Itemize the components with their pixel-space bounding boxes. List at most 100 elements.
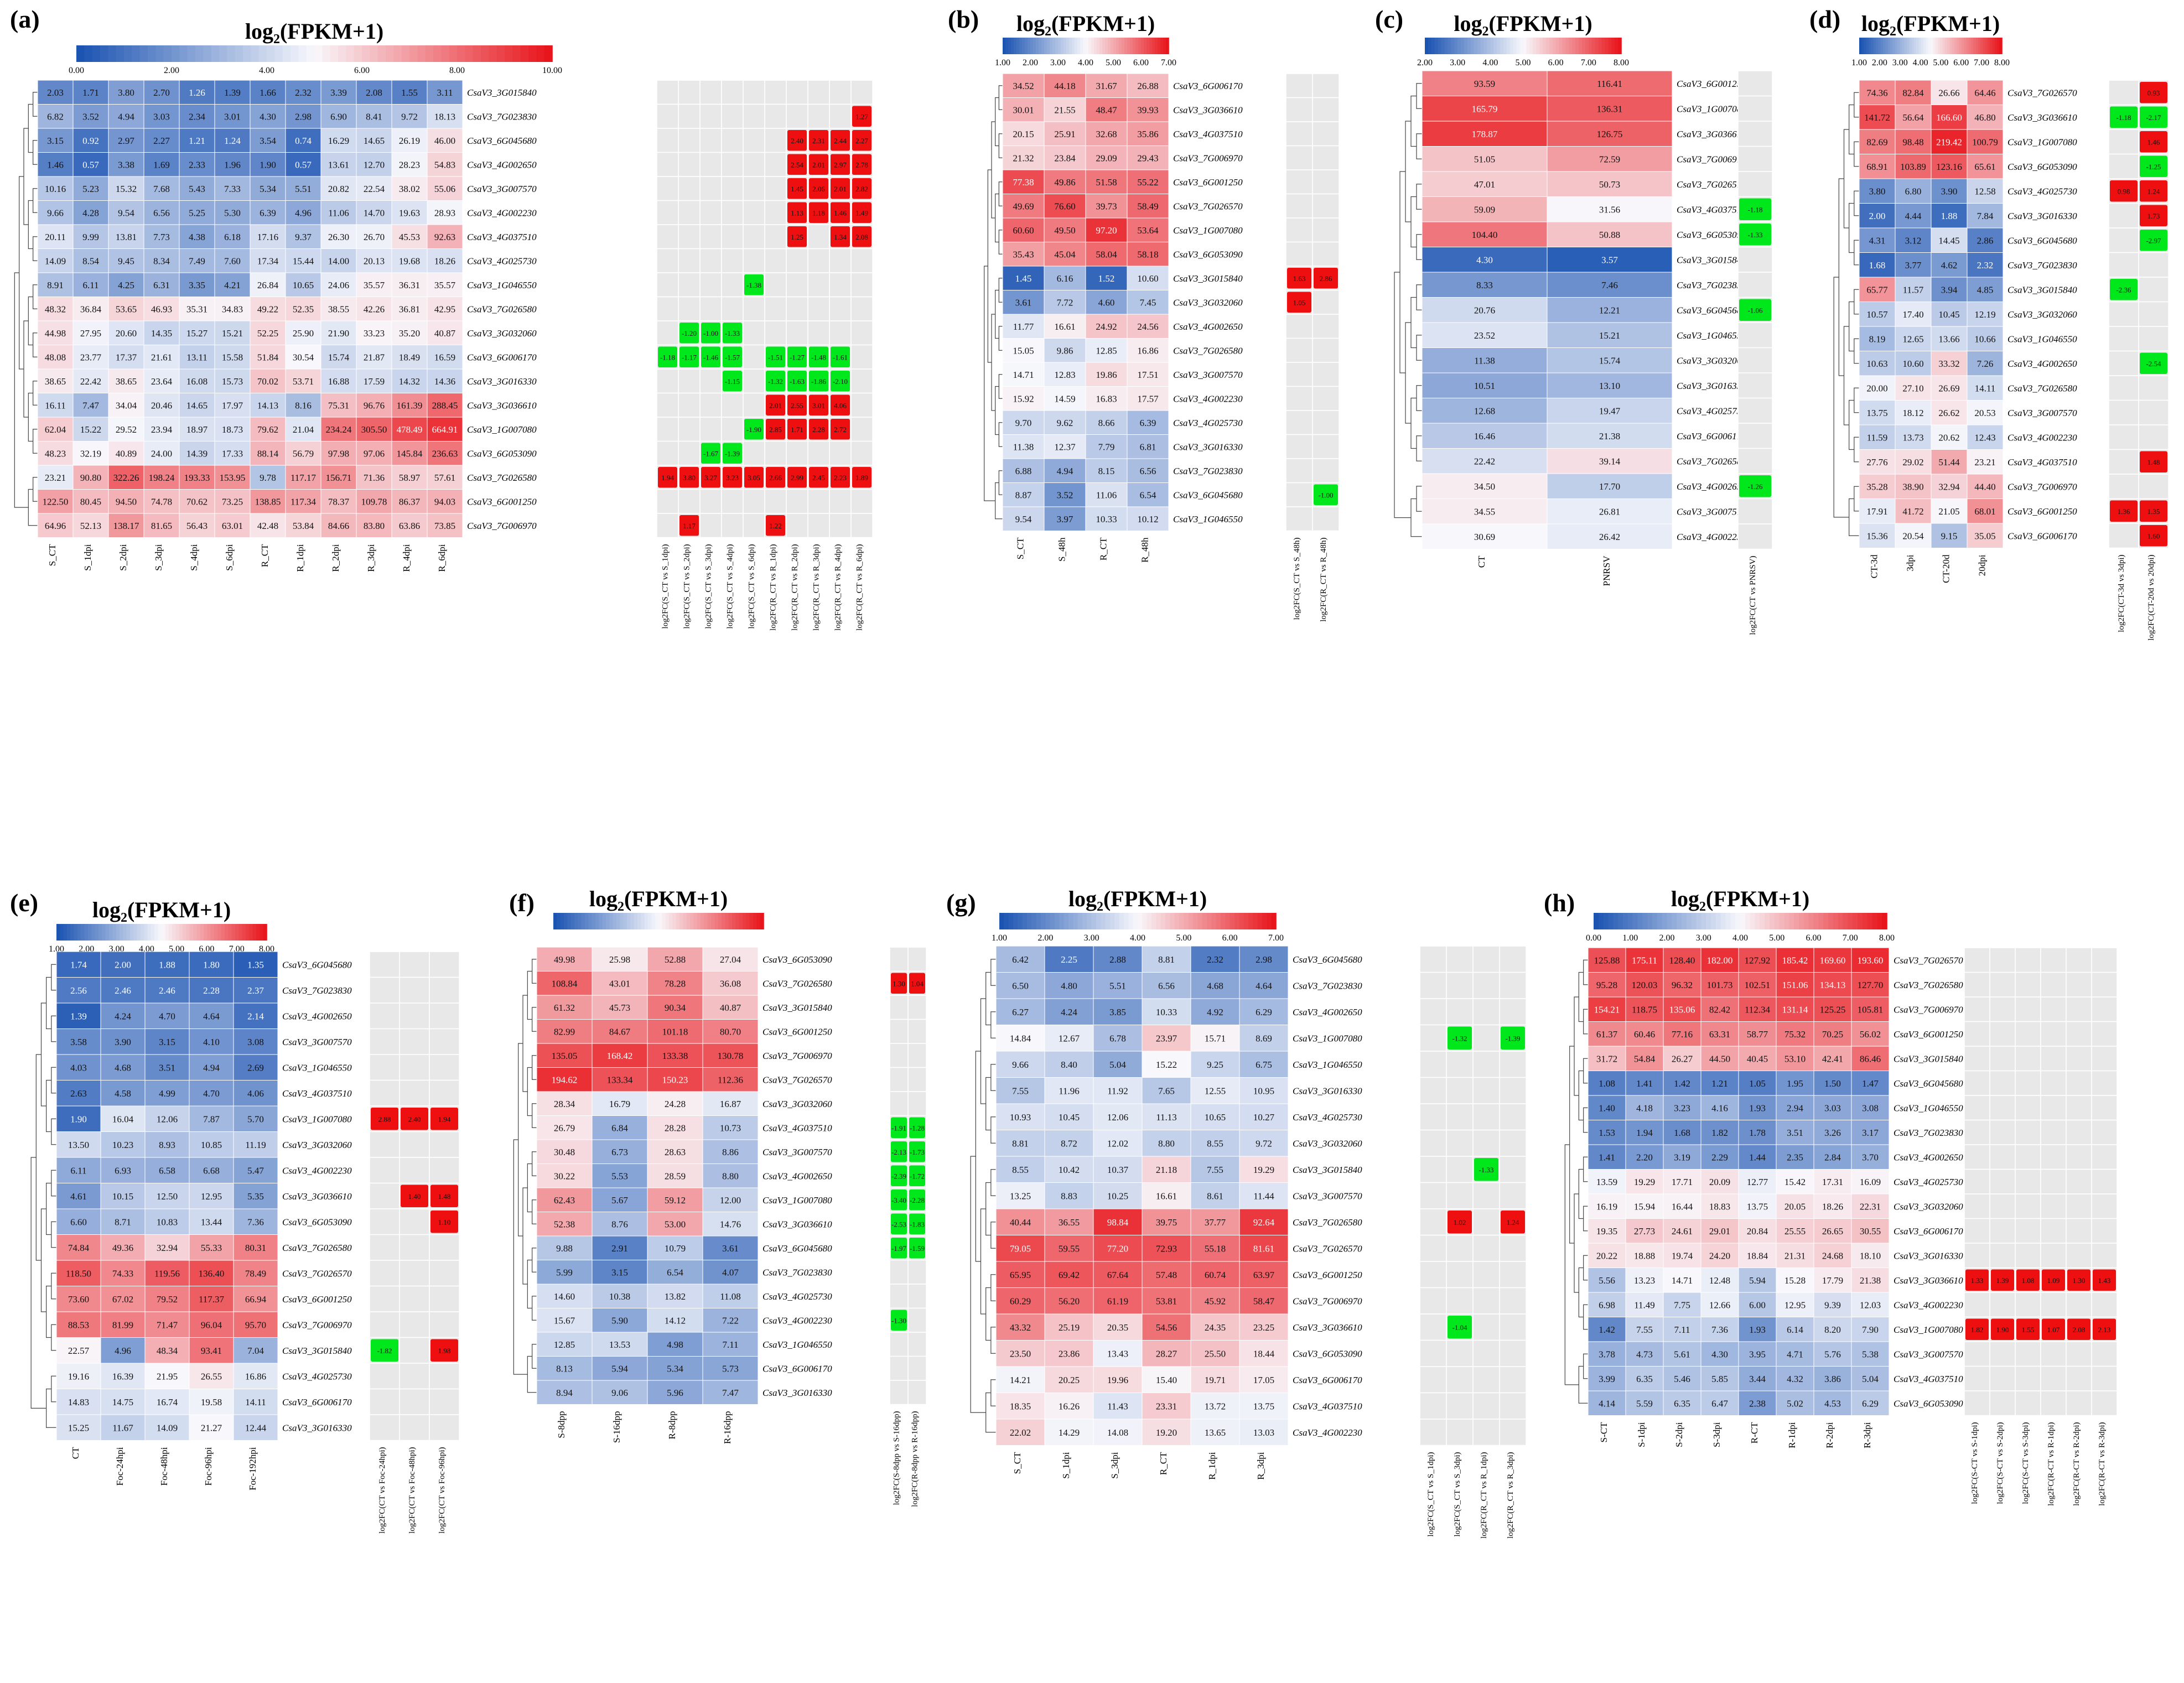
colorbar-segment	[707, 913, 712, 929]
column-label: 3dpi	[1905, 554, 1916, 572]
cell-value: 24.00	[151, 448, 172, 459]
cell-value: 58.49	[1137, 201, 1158, 211]
cell-value: 1.69	[153, 159, 170, 170]
fc-value: -1.90	[746, 425, 761, 434]
cell-value: 145.84	[397, 448, 423, 459]
colorbar-segment	[235, 924, 240, 941]
fc-value: 1.98	[438, 1347, 451, 1355]
cell-value: 73.60	[68, 1294, 89, 1305]
fc-cell-empty	[369, 1079, 400, 1107]
colorbar-tick-label: 6.00	[1133, 58, 1149, 67]
gene-label: CsaV3_7G026580	[762, 978, 832, 989]
cell-value: 138.17	[113, 521, 139, 531]
dendrogram-branch	[990, 959, 996, 986]
cell-value: 3.97	[1057, 514, 1073, 524]
heatmap-cell	[427, 176, 463, 201]
cell-value: 4.44	[1905, 211, 1922, 221]
dendrogram-branch	[1854, 387, 1859, 413]
fc-cell-empty	[721, 417, 744, 442]
cell-value: 19.20	[1156, 1427, 1177, 1438]
colorbar-segment	[701, 913, 705, 929]
fc-cell-empty	[1472, 1208, 1500, 1236]
heatmap-cell	[356, 368, 392, 393]
fc-cell-empty	[850, 440, 873, 466]
colorbar-segment	[1188, 913, 1194, 929]
heatmap-cell	[1190, 1235, 1240, 1262]
cell-value: 23.97	[1156, 1033, 1177, 1043]
gene-label: CsaV3_4G037510	[467, 232, 537, 242]
cell-value: 8.55	[1207, 1138, 1223, 1149]
fc-cell-empty	[721, 272, 744, 298]
colorbar-tick-label: 1.00	[992, 933, 1007, 943]
heatmap-cell	[1044, 946, 1094, 973]
colorbar-segment	[92, 45, 101, 62]
dendrogram-branch	[985, 1077, 991, 1131]
cell-value: 42.26	[364, 304, 385, 314]
fc-cell-empty	[2040, 1144, 2067, 1170]
colorbar-tick-label: 7.00	[1974, 58, 1989, 67]
cell-value: 15.67	[554, 1315, 575, 1326]
cell-value: 36.31	[399, 280, 420, 290]
cell-value: 1.93	[1749, 1103, 1766, 1113]
heatmap-cell	[1422, 423, 1548, 449]
cell-value: 42.41	[1822, 1053, 1843, 1064]
colorbar-segment	[544, 45, 553, 62]
fc-cell-empty	[764, 296, 787, 321]
gene-label: CsaV3_6G006170	[1894, 1226, 1963, 1237]
heatmap-cell	[1002, 458, 1045, 483]
fc-cell-empty	[1446, 1182, 1474, 1209]
heatmap-cell	[1625, 1144, 1664, 1170]
cell-value: 27.10	[1902, 383, 1923, 393]
fc-cell-empty	[743, 248, 765, 273]
dendrogram-branch	[970, 1156, 986, 1413]
fc-value: 2.54	[791, 160, 803, 169]
colorbar-segment	[1565, 38, 1570, 54]
fc-cell	[831, 154, 850, 175]
panel-a: (a) log₂(FPKM+1)0.00 2.00 4.00 6.00 8.00 10.00…	[10, 5, 873, 631]
fc-cell-empty	[2138, 277, 2169, 303]
colorbar-segment	[1935, 38, 1938, 54]
gene-label: CsaV3_6G053090	[1173, 249, 1243, 259]
fc-cell-empty	[764, 248, 787, 273]
heatmap-cell	[356, 320, 392, 345]
colorbar-segment	[1138, 38, 1142, 54]
fc-cell	[723, 467, 742, 488]
fc-cell-empty	[1472, 1366, 1500, 1394]
colorbar-segment	[1859, 38, 1863, 54]
cell-value: 7.55	[1636, 1324, 1653, 1335]
cell-value: 3.03	[1824, 1103, 1841, 1113]
fc-cell-empty	[399, 1002, 430, 1030]
cell-value: 13.11	[186, 352, 207, 362]
dendrogram-branch	[1410, 297, 1417, 349]
dendrogram-branch	[1583, 1304, 1588, 1330]
cell-value: 20.84	[1747, 1226, 1768, 1237]
cell-value: 150.23	[662, 1074, 688, 1085]
colorbar-segment	[1141, 38, 1144, 54]
heatmap-cell	[1851, 1268, 1890, 1293]
colorbar-segment	[1133, 913, 1138, 929]
heatmap-cell	[647, 1139, 703, 1164]
cell-value: 18.84	[1747, 1250, 1768, 1261]
fc-cell-empty	[907, 1332, 927, 1357]
fc-cell-empty	[721, 296, 744, 321]
fc-cell-empty	[429, 1157, 460, 1184]
heatmap-cell	[1142, 1313, 1191, 1341]
colorbar-segment	[1696, 913, 1702, 929]
cell-value: 39.93	[1137, 105, 1158, 115]
heatmap-cell	[143, 368, 180, 393]
cell-value: 7.65	[1158, 1085, 1175, 1096]
fc-cell-empty	[429, 1131, 460, 1158]
fc-cell	[1474, 1158, 1498, 1181]
fc-value: 3.23	[726, 474, 739, 482]
fc-value: -1.32	[768, 377, 783, 386]
heatmap-cell	[1002, 386, 1045, 411]
cell-value: 79.62	[257, 424, 278, 435]
cell-value: 2.32	[1977, 260, 1994, 271]
cell-value: 8.93	[159, 1140, 175, 1150]
cell-value: 10.85	[201, 1140, 222, 1150]
colorbar-segment	[148, 45, 157, 62]
cell-value: 5.73	[722, 1363, 739, 1374]
fc-cell-empty	[889, 1091, 909, 1116]
cell-value: 32.94	[157, 1243, 178, 1253]
colorbar-segment	[155, 45, 164, 62]
